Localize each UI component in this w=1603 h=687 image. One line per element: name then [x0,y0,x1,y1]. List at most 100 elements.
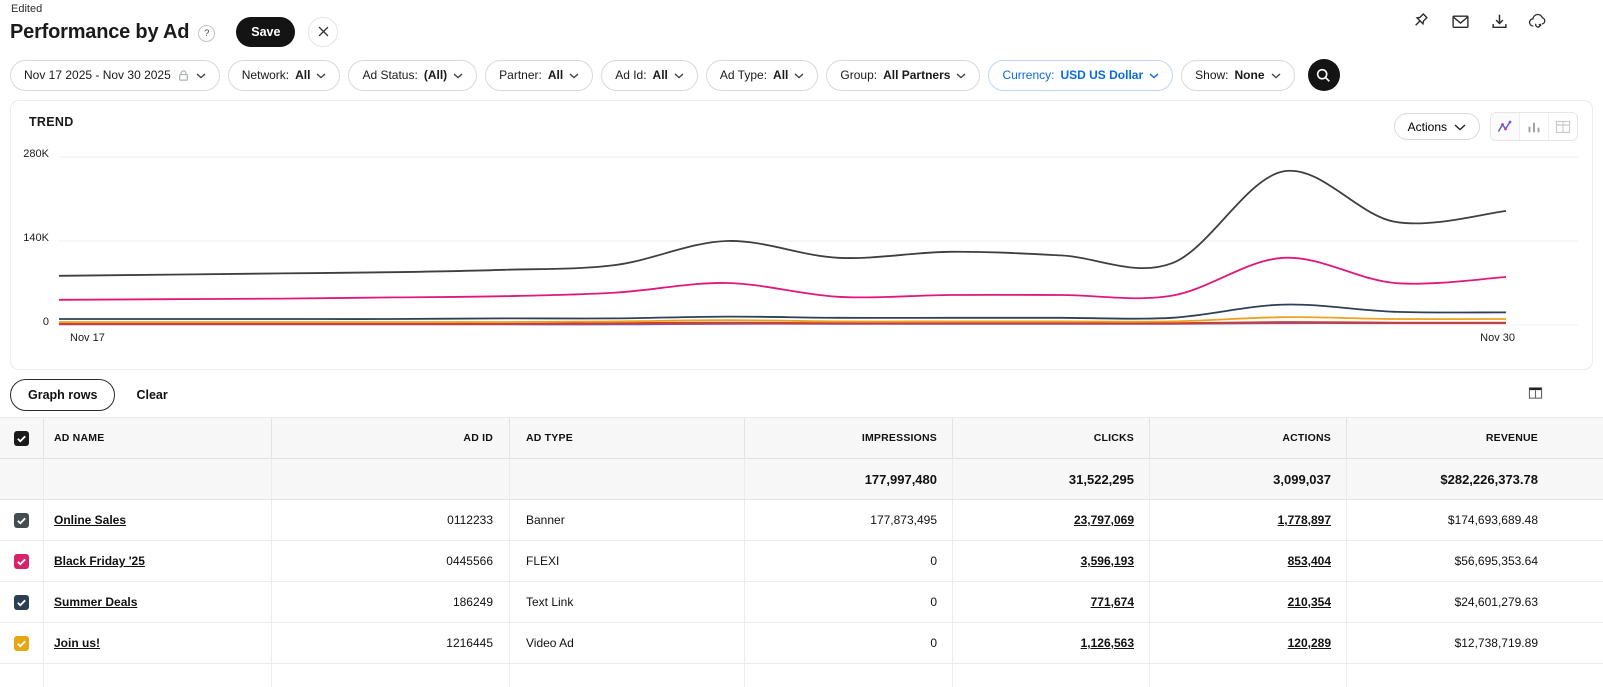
ad-type-cell: FLEXI [510,541,745,581]
table-view-icon[interactable] [1548,113,1577,140]
pin-icon[interactable] [1411,11,1431,31]
filter-label: Partner: [499,68,542,82]
trend-title: TREND [29,115,74,129]
column-header-ad-name[interactable]: AD NAME [44,418,272,458]
close-button[interactable] [308,17,339,47]
cloud-sync-icon[interactable] [1528,11,1548,31]
impressions-cell: 0 [745,541,953,581]
totals-clicks: 31,522,295 [953,459,1150,499]
filter-ad-status[interactable]: Ad Status: (All) [348,59,478,91]
actions-button[interactable]: Actions [1393,113,1480,140]
filter-currency[interactable]: Currency: USD US Dollar [988,59,1174,91]
trend-plot-area [58,156,1578,328]
table-row: Join us! 1216445 Video Ad 0 1,126,563 120,289… [0,623,1603,664]
actions-cell: 120,289 [1150,623,1347,663]
clicks-link[interactable]: 23,797,069 [1073,513,1134,527]
row-checkbox-cell [0,541,44,581]
clicks-link[interactable]: 1,126,563 [1080,636,1134,650]
line-chart-icon[interactable] [1491,113,1519,140]
filter-show[interactable]: Show: None [1181,59,1295,91]
column-header-clicks[interactable]: CLICKS [953,418,1150,458]
totals-actions: 3,099,037 [1150,459,1347,499]
trend-chart-svg [58,156,1578,326]
table-row-partial [0,664,1603,687]
ad-name-link[interactable]: Black Friday '25 [54,554,145,568]
filter-label: Ad Status: [362,68,418,82]
totals-impressions: 177,997,480 [745,459,953,499]
filter-ad-type[interactable]: Ad Type: All [705,59,819,91]
trend-line-series-5 [58,321,1507,325]
totals-name-cell [44,459,272,499]
filter-bar: Nov 17 2025 - Nov 30 2025 Network: All Ad… [10,59,1340,91]
filter-label: Ad Type: [719,68,768,82]
clicks-link[interactable]: 3,596,193 [1080,554,1134,568]
table-header-row: AD NAME AD ID AD TYPE IMPRESSIONS CLICKS ACTI… [0,417,1603,459]
graph-rows-bar: Graph rows Clear [10,378,1593,412]
page-title: Performance by Ad [10,20,190,43]
filter-value: All Partners [883,68,951,82]
ad-name-link[interactable]: Join us! [54,636,101,650]
column-header-revenue[interactable]: REVENUE [1485,432,1538,444]
chevron-down-icon [794,72,804,79]
ad-name-link[interactable]: Online Sales [54,513,127,527]
column-header-actions[interactable]: ACTIONS [1150,418,1347,458]
save-button[interactable]: Save [236,17,296,47]
ad-name-cell: Join us! [44,623,272,663]
chevron-down-icon [453,72,463,79]
trend-line-black-friday-25 [58,256,1507,301]
column-header-ad-type[interactable]: AD TYPE [510,418,745,458]
row-checkbox[interactable] [14,635,29,651]
clear-button[interactable]: Clear [136,388,168,402]
help-icon[interactable]: ? [198,24,216,42]
filter-date-range[interactable]: Nov 17 2025 - Nov 30 2025 [10,59,220,91]
column-settings-icon[interactable] [1528,386,1543,400]
actions-link[interactable]: 1,778,897 [1277,513,1331,527]
filter-label: Show: [1195,68,1229,82]
filter-partner[interactable]: Partner: All [485,59,594,91]
actions-link[interactable]: 120,289 [1287,636,1331,650]
actions-link[interactable]: 853,404 [1287,554,1331,568]
totals-checkbox-cell [0,459,44,499]
search-button[interactable] [1307,59,1340,91]
filter-group[interactable]: Group: All Partners [826,59,981,91]
lock-icon [177,69,190,82]
graph-rows-button[interactable]: Graph rows [10,379,116,411]
chart-actions: Actions [1393,112,1578,141]
bar-chart-icon[interactable] [1519,113,1548,140]
filter-ad-id[interactable]: Ad Id: All [601,59,698,91]
partial-cell [272,664,510,687]
totals-revenue: $282,226,373.78 [1440,471,1538,487]
revenue-cell: $12,738,719.89 [1454,636,1538,650]
header-checkbox-cell [0,418,44,458]
download-icon[interactable] [1489,11,1509,31]
actions-cell: 1,778,897 [1150,500,1347,540]
table-row: Black Friday '25 0445566 FLEXI 0 3,596,193 85… [0,541,1603,582]
filter-label: Ad Id: [615,68,647,82]
performance-table: AD NAME AD ID AD TYPE IMPRESSIONS CLICKS ACTI… [0,417,1603,687]
select-all-checkbox[interactable] [14,430,29,446]
y-axis-tick: 0 [42,316,49,328]
mail-icon[interactable] [1450,11,1470,31]
partial-cell [745,664,953,687]
ad-name-link[interactable]: Summer Deals [54,595,138,609]
table-totals-row: 177,997,480 31,522,295 3,099,037 $282,226,3… [0,459,1603,500]
row-checkbox-cell [0,623,44,663]
clicks-cell: 3,596,193 [953,541,1150,581]
clicks-link[interactable]: 771,674 [1090,595,1134,609]
table-body: Online Sales 0112233 Banner 177,873,495 23,7… [0,500,1603,687]
column-header-ad-id[interactable]: AD ID [272,418,510,458]
row-checkbox[interactable] [14,594,29,610]
row-checkbox[interactable] [14,553,29,569]
ad-id-cell: 1216445 [272,623,510,663]
filter-network[interactable]: Network: All [227,59,341,91]
chevron-down-icon [196,72,206,79]
chevron-down-icon [316,72,326,79]
filter-value: All [773,68,789,82]
partial-cell [953,664,1150,687]
row-checkbox[interactable] [14,512,29,528]
actions-link[interactable]: 210,354 [1287,595,1331,609]
actions-label: Actions [1407,119,1447,134]
row-checkbox-cell [0,500,44,540]
column-header-impressions[interactable]: IMPRESSIONS [745,418,953,458]
revenue-cell: $24,601,279.63 [1454,595,1538,609]
